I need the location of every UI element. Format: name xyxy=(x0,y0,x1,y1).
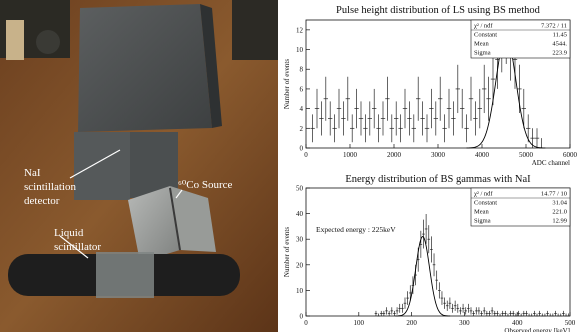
x-tick-label: 0 xyxy=(304,151,308,159)
y-tick-label: 20 xyxy=(296,261,304,269)
background-reel xyxy=(36,30,60,54)
x-tick-label: 500 xyxy=(565,319,576,327)
nai-pointer xyxy=(69,149,121,179)
x-tick-label: 1000 xyxy=(343,151,358,159)
stats-value: 31.04 xyxy=(552,200,567,207)
experiment-photo: NaI scintillation detector ⁶⁰Co Source L… xyxy=(0,0,278,332)
plot-frame xyxy=(305,187,571,317)
stats-label: Constant xyxy=(474,200,497,207)
y-tick-label: 12 xyxy=(296,26,304,34)
lead-block-large xyxy=(78,4,212,132)
y-tick-label: 4 xyxy=(300,105,304,113)
x-axis-label: Observed energy [keV] xyxy=(504,327,570,332)
y-tick-label: 0 xyxy=(300,145,304,153)
stats-box xyxy=(470,187,571,227)
stats-label: Mean xyxy=(474,41,490,48)
co-pointer xyxy=(175,189,183,199)
label-nai-3: detector xyxy=(24,195,60,207)
lead-block-left xyxy=(74,132,130,200)
pulse-height-histogram: Pulse height distribution of LS using BS… xyxy=(283,5,577,166)
x-tick-label: 4000 xyxy=(475,151,490,159)
stats-label: χ² / ndf xyxy=(474,23,493,30)
y-tick-label: 0 xyxy=(300,313,304,321)
stats-value: 11.45 xyxy=(553,32,567,39)
x-tick-label: 5000 xyxy=(519,151,534,159)
stats-label: Sigma xyxy=(474,218,491,225)
energy-histogram: Energy distribution of BS gammas with Na… xyxy=(283,174,576,332)
stats-label: χ² / ndf xyxy=(474,191,493,198)
stats-value: 14.77 / 10 xyxy=(541,191,567,198)
stats-value: 7.372 / 11 xyxy=(541,23,567,30)
y-tick-label: 8 xyxy=(300,66,304,74)
label-nai-1: NaI xyxy=(24,167,41,179)
source-gap xyxy=(169,187,181,251)
x-tick-label: 0 xyxy=(304,319,308,327)
x-tick-label: 6000 xyxy=(563,151,577,159)
ls-pointer xyxy=(59,235,89,259)
stats-label: Mean xyxy=(474,209,490,216)
y-tick-label: 50 xyxy=(296,185,304,193)
x-tick-label: 300 xyxy=(459,319,470,327)
label-co-source: ⁶⁰Co Source xyxy=(178,179,232,191)
x-axis-label: ADC channel xyxy=(532,159,570,166)
source-lead-block-a xyxy=(128,186,180,262)
x-tick-label: 100 xyxy=(354,319,365,327)
chart-annotation: Expected energy : 225keV xyxy=(316,225,396,234)
chart-title: Energy distribution of BS gammas with Na… xyxy=(345,174,531,185)
stats-value: 221.0 xyxy=(552,209,567,216)
x-tick-label: 400 xyxy=(512,319,523,327)
y-tick-label: 10 xyxy=(296,287,304,295)
y-tick-label: 2 xyxy=(300,125,304,133)
stats-value: 4544. xyxy=(552,41,567,48)
y-tick-label: 6 xyxy=(300,85,304,93)
y-tick-label: 10 xyxy=(296,46,304,54)
tape-wrap xyxy=(96,252,154,298)
y-axis-label: Number of events xyxy=(283,227,291,277)
x-tick-label: 200 xyxy=(406,319,417,327)
stats-value: 223.9 xyxy=(552,50,567,57)
fit-curve xyxy=(395,236,451,317)
y-axis-label: Number of events xyxy=(283,59,291,109)
background-equipment-right xyxy=(232,0,278,60)
x-tick-label: 2000 xyxy=(387,151,402,159)
label-liquid-2: scintillator xyxy=(54,241,101,253)
label-nai-2: scintillation xyxy=(24,181,76,193)
stats-value: 12.99 xyxy=(552,218,567,225)
stats-label: Sigma xyxy=(474,50,491,57)
stats-label: Constant xyxy=(474,32,497,39)
x-tick-label: 3000 xyxy=(431,151,446,159)
background-jar xyxy=(6,20,24,60)
label-liquid-1: Liquid xyxy=(54,227,84,239)
lead-block-large-side xyxy=(200,4,222,128)
y-tick-label: 30 xyxy=(296,236,304,244)
y-tick-label: 40 xyxy=(296,210,304,218)
stats-box xyxy=(470,19,571,59)
source-lead-block-b xyxy=(170,186,216,252)
chart-title: Pulse height distribution of LS using BS… xyxy=(336,5,541,16)
